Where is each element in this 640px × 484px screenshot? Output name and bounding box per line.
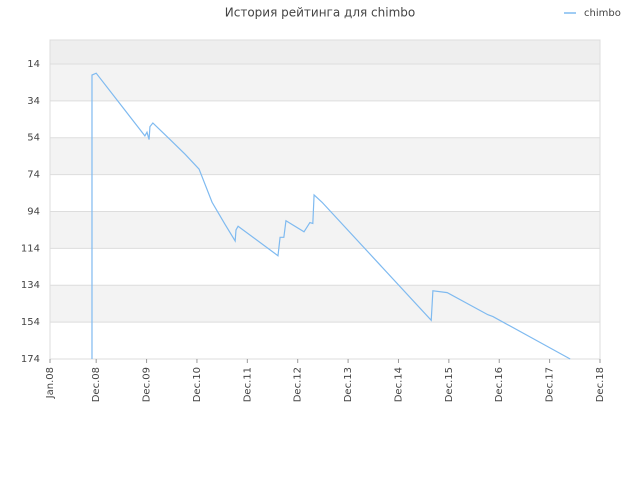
- line: [91, 72, 571, 360]
- band: [50, 322, 600, 359]
- y-tick-label: 174: [21, 354, 40, 365]
- y-tick-label: 154: [21, 317, 40, 328]
- band: [50, 137, 600, 175]
- band: [50, 63, 600, 101]
- x-tick-label: Dec.10: [192, 367, 203, 402]
- y-tick-label: 114: [21, 243, 40, 254]
- x-tick-label: Dec.16: [494, 367, 505, 402]
- band: [50, 211, 600, 249]
- y-tick-label: 94: [27, 206, 40, 217]
- x-tick-label: Dec.17: [545, 367, 556, 402]
- chart-title: История рейтинга для chimbo: [225, 6, 415, 20]
- legend-label: chimbo: [584, 8, 621, 19]
- x-tick-label: Dec.11: [242, 367, 253, 402]
- y-tick-label: 34: [27, 96, 40, 107]
- x-tick-label: Dec.12: [293, 367, 304, 402]
- x-tick-label: Dec.15: [444, 367, 455, 402]
- x-tick-label: Jan.08: [45, 367, 56, 399]
- band: [50, 248, 600, 286]
- x-tick-label: Dec.09: [142, 367, 153, 402]
- x-tick-label: Dec.18: [595, 367, 606, 402]
- y-tick-label: 134: [21, 280, 40, 291]
- x-tick-label: Dec.14: [393, 367, 404, 402]
- y-tick-label: 14: [27, 59, 40, 70]
- y-tick-label: 54: [27, 133, 40, 144]
- band: [50, 285, 600, 323]
- x-tick-label: Dec.13: [343, 367, 354, 402]
- y-tick-label: 74: [27, 170, 40, 181]
- band: [50, 40, 600, 64]
- x-tick-label: Dec.08: [91, 367, 102, 402]
